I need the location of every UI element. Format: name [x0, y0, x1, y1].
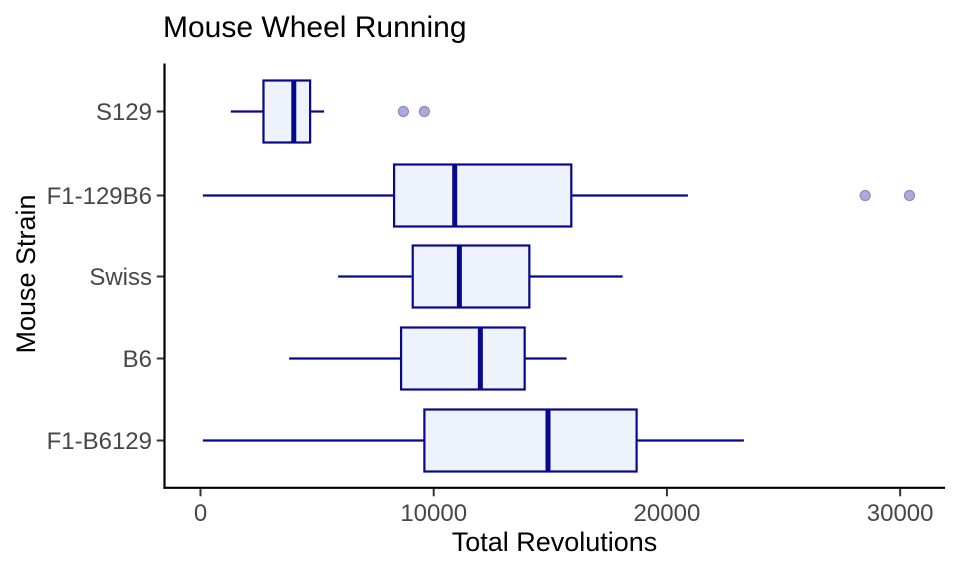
outlier-point — [859, 189, 871, 202]
box-S129 — [262, 79, 312, 144]
category-label: F1-B6129 — [47, 428, 152, 455]
outlier-point — [418, 105, 430, 118]
box-Swiss — [411, 244, 531, 309]
box-F1-129B6 — [392, 163, 573, 228]
outlier-point — [397, 105, 409, 118]
category-label: S129 — [96, 99, 152, 126]
box-B6 — [399, 326, 526, 391]
x-tick-label: 0 — [194, 500, 207, 527]
category-label: F1-129B6 — [47, 183, 152, 210]
category-label: Swiss — [89, 264, 152, 291]
outlier-point — [903, 189, 916, 202]
chart-title: Mouse Wheel Running — [163, 11, 467, 44]
category-label: B6 — [123, 346, 152, 373]
x-tick-label: 10000 — [400, 500, 467, 527]
x-tick-label: 20000 — [634, 500, 701, 527]
box-F1-B6129 — [423, 408, 638, 473]
x-tick-label: 30000 — [867, 500, 934, 527]
x-axis-title: Total Revolutions — [451, 527, 658, 557]
